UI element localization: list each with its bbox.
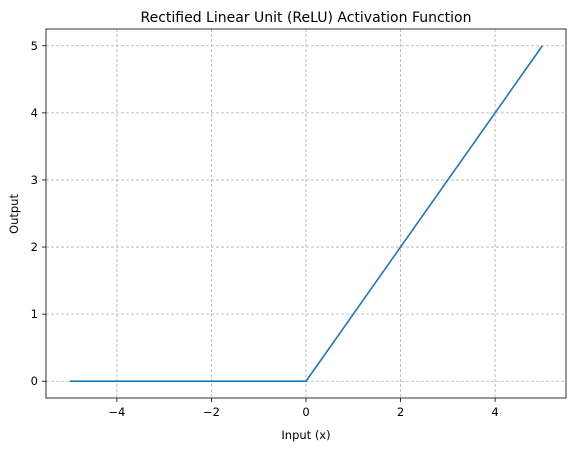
chart-title: Rectified Linear Unit (ReLU) Activation … <box>141 10 472 26</box>
y-tick-label: 1 <box>31 307 38 321</box>
x-tick-label: 4 <box>491 405 498 419</box>
y-axis-label: Output <box>7 194 21 234</box>
grid-lines <box>46 29 566 398</box>
y-tick-label: 0 <box>31 374 38 388</box>
y-tick-label: 4 <box>31 106 38 120</box>
y-tick-label: 3 <box>31 173 38 187</box>
x-tick-label: 0 <box>302 405 309 419</box>
y-tick-label: 5 <box>31 39 38 53</box>
y-tick-label: 2 <box>31 240 38 254</box>
relu-series-line <box>69 45 544 383</box>
x-tick-label: −4 <box>108 405 125 419</box>
x-tick-label: 2 <box>397 405 404 419</box>
x-axis-label: Input (x) <box>281 428 330 442</box>
x-tick-label: −2 <box>203 405 220 419</box>
y-axis-ticks: 0 1 2 3 4 5 <box>31 39 46 388</box>
plot-series <box>69 45 544 383</box>
x-axis-ticks: −4 −2 0 2 4 <box>108 398 499 419</box>
